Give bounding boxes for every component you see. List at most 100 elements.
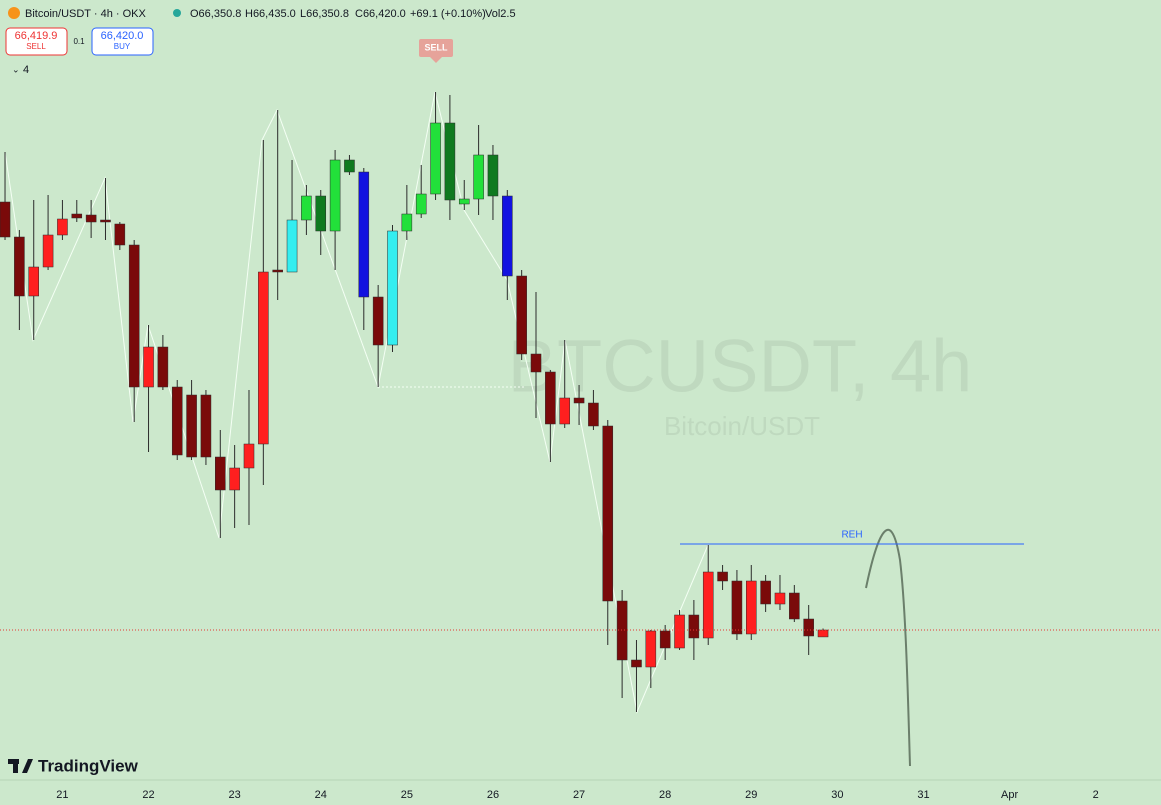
candle-body <box>774 592 786 605</box>
candle-body <box>530 353 542 373</box>
candle-body <box>128 244 140 388</box>
candle-body <box>401 213 413 232</box>
candle-body <box>372 296 384 346</box>
sell-label: SELL <box>26 42 46 51</box>
candle-body <box>588 402 599 427</box>
signal-pointer <box>430 57 442 63</box>
candle-body <box>602 425 614 602</box>
buy-button[interactable] <box>91 27 154 56</box>
candle-body <box>631 659 642 668</box>
x-axis-strip <box>0 780 1161 805</box>
brand-logo: TradingView <box>8 756 139 775</box>
x-tick-label: 27 <box>573 789 585 801</box>
x-tick-label: 28 <box>659 789 671 801</box>
x-tick-label: 2 <box>1093 789 1099 801</box>
ohlc-close: C66,420.0 <box>355 8 406 20</box>
candle-body <box>645 630 657 668</box>
volume: Vol2.5 <box>485 8 516 20</box>
candle-body <box>659 630 671 649</box>
signal-label: SELL <box>424 42 448 52</box>
ohlc-low: L66,350.8 <box>300 8 349 20</box>
candle-body <box>387 230 398 346</box>
candle-body <box>114 223 126 246</box>
x-tick-label: Apr <box>1001 789 1018 801</box>
candle-body <box>100 219 111 223</box>
signal-tag <box>419 39 453 57</box>
candle-body <box>315 195 327 232</box>
x-tick-label: 30 <box>831 789 843 801</box>
candle-body <box>473 154 484 200</box>
candle-body <box>215 456 226 491</box>
candle-body <box>186 394 197 458</box>
x-tick-label: 25 <box>401 789 413 801</box>
candle-body <box>85 214 97 223</box>
candle-body <box>42 234 54 268</box>
candle-body <box>243 443 255 469</box>
symbol: Bitcoin/USDT · 4h · OKX <box>25 8 146 20</box>
candle-body <box>717 571 728 582</box>
candle-body <box>702 571 714 639</box>
candle-body <box>301 195 312 221</box>
candle-body <box>200 394 212 458</box>
candle-body <box>286 219 298 273</box>
candle-body <box>0 201 11 238</box>
candle-body <box>545 371 556 425</box>
status-dot <box>173 9 181 17</box>
candle-body <box>344 159 355 173</box>
candle-body <box>487 154 499 197</box>
candle-body <box>573 397 585 404</box>
sell-button[interactable] <box>5 27 68 56</box>
ohlc-change: +69.1 (+0.10%) <box>410 8 486 20</box>
candle-body <box>272 269 283 273</box>
candle-body <box>760 580 771 605</box>
candle-body <box>258 271 269 445</box>
candle-body <box>229 467 240 491</box>
candle-body <box>71 213 83 219</box>
candle-body <box>817 629 829 638</box>
candle-body <box>171 386 183 456</box>
indicator-count[interactable]: 4 <box>23 64 29 76</box>
candle-body <box>415 193 427 215</box>
candle-body <box>157 346 169 388</box>
quantity: 0.1 <box>73 37 85 46</box>
candle-body <box>516 275 527 355</box>
candle-body <box>14 236 25 297</box>
level-label: REH <box>841 530 862 541</box>
candle-body <box>358 171 370 298</box>
x-tick-label: 29 <box>745 789 757 801</box>
candle-body <box>444 122 456 201</box>
watermark-symbol: BTCUSDT, 4h <box>508 325 973 408</box>
x-tick-label: 24 <box>315 789 327 801</box>
candle-body <box>731 580 743 635</box>
watermark-name: Bitcoin/USDT <box>664 411 820 441</box>
brand-name: TradingView <box>38 756 139 775</box>
x-tick-label: 23 <box>229 789 241 801</box>
candle-body <box>430 122 441 195</box>
candle-body <box>803 618 814 637</box>
candle-body <box>559 397 570 425</box>
ohlc-high: H66,435.0 <box>245 8 296 20</box>
zigzag <box>4 91 709 714</box>
buy-label: BUY <box>114 42 131 51</box>
candle-body <box>143 346 154 388</box>
x-tick-label: 26 <box>487 789 499 801</box>
buy-price: 66,420.0 <box>101 30 144 42</box>
candle-body <box>688 614 700 639</box>
indicator-toggle[interactable]: ⌄ <box>12 64 20 74</box>
candle-body <box>746 580 757 635</box>
candle-body <box>329 159 341 232</box>
x-tick-label: 22 <box>142 789 154 801</box>
candle-body <box>57 218 68 236</box>
x-tick-label: 31 <box>917 789 929 801</box>
candle-body <box>674 614 685 649</box>
candle-body <box>28 266 39 297</box>
ohlc-open: O66,350.8 <box>190 8 241 20</box>
sell-price: 66,419.9 <box>15 30 58 42</box>
candle-body <box>458 198 470 205</box>
drawing-curve <box>865 528 911 767</box>
candle-body <box>789 592 800 620</box>
x-tick-label: 21 <box>56 789 68 801</box>
candle-body <box>502 195 513 277</box>
coin-icon <box>8 7 20 19</box>
